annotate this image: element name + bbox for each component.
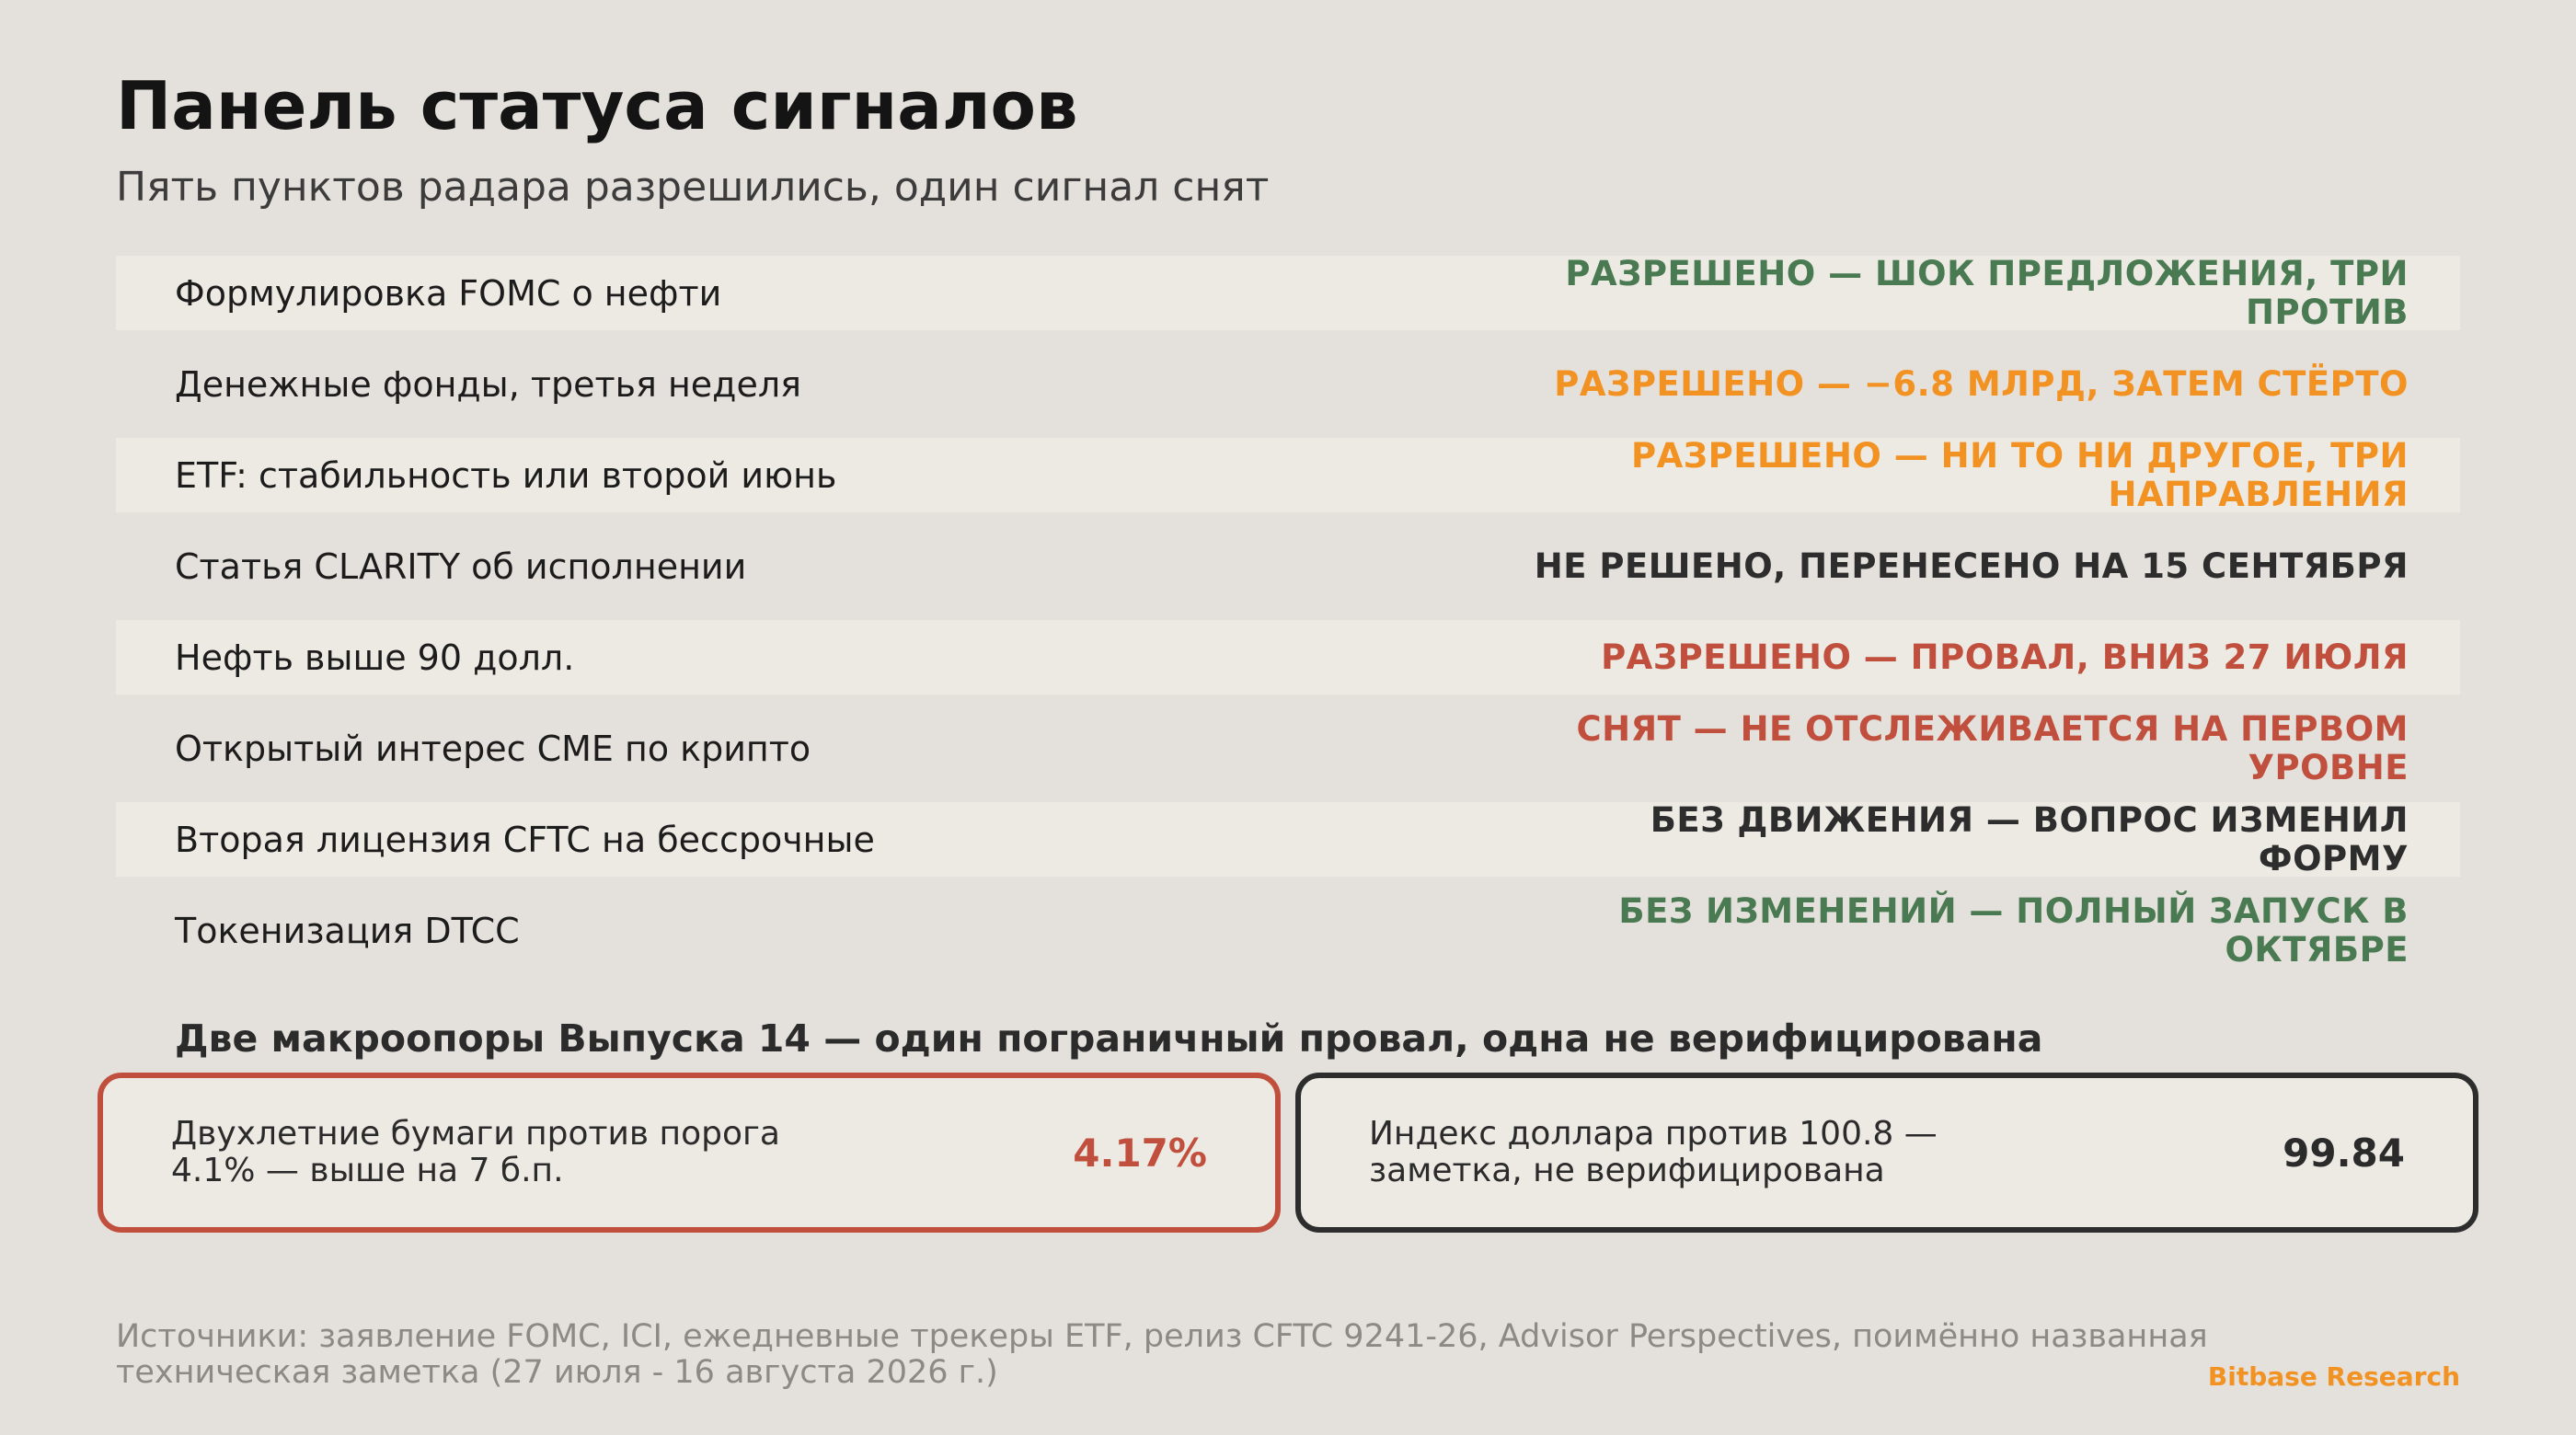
page-subtitle: Пять пунктов радара разрешились, один си… [116, 164, 1270, 211]
row-label: Денежные фонды, третья неделя [175, 363, 801, 405]
pillar-card-value: 4.17% [1073, 1130, 1207, 1176]
row-label: ETF: стабильность или второй июнь [175, 454, 837, 496]
pillar-card-two-year: Двухлетние бумаги против порога 4.1% — в… [98, 1073, 1281, 1233]
pillar-card-dollar-index: Индекс доллара против 100.8 — заметка, н… [1295, 1073, 2478, 1233]
status-row: Открытый интерес CME по крипто СНЯТ — НЕ… [116, 695, 2460, 802]
row-status: РАЗРЕШЕНО — ПРОВАЛ, ВНИЗ 27 ИЮЛЯ [1601, 637, 2409, 677]
pillar-card-label: Двухлетние бумаги против порога 4.1% — в… [171, 1115, 780, 1189]
row-status: СНЯТ — НЕ ОТСЛЕЖИВАЕТСЯ НА ПЕРВОМ УРОВНЕ [1576, 708, 2409, 787]
pillar-card-label: Индекс доллара против 100.8 — заметка, н… [1369, 1115, 1938, 1189]
sources-footnote: Источники: заявление FOMC, ICI, ежедневн… [116, 1318, 2208, 1391]
row-label: Открытый интерес CME по крипто [175, 728, 811, 769]
row-status: БЕЗ ДВИЖЕНИЯ — ВОПРОС ИЗМЕНИЛ ФОРМУ [1650, 802, 2409, 877]
row-status: НЕ РЕШЕНО, ПЕРЕНЕСЕНО НА 15 СЕНТЯБРЯ [1534, 545, 2409, 586]
row-label: Токенизация DTCC [175, 910, 520, 951]
status-row: Нефть выше 90 долл. РАЗРЕШЕНО — ПРОВАЛ, … [116, 620, 2460, 695]
brand-logo: Bitbase Research [2207, 1361, 2460, 1392]
status-row: Статья CLARITY об исполнении НЕ РЕШЕНО, … [116, 512, 2460, 620]
row-status: РАЗРЕШЕНО — НИ ТО НИ ДРУГОЕ, ТРИ НАПРАВЛ… [1631, 438, 2409, 512]
row-label: Вторая лицензия CFTC на бессрочные [175, 819, 875, 860]
signal-status-table: Формулировка FOMC о нефти РАЗРЕШЕНО — ШО… [116, 256, 2460, 984]
status-row: ETF: стабильность или второй июнь РАЗРЕШ… [116, 438, 2460, 512]
status-row: Денежные фонды, третья неделя РАЗРЕШЕНО … [116, 330, 2460, 438]
status-row: Вторая лицензия CFTC на бессрочные БЕЗ Д… [116, 802, 2460, 877]
row-status: БЕЗ ИЗМЕНЕНИЙ — ПОЛНЫЙ ЗАПУСК В ОКТЯБРЕ [1618, 890, 2409, 970]
row-label: Нефть выше 90 долл. [175, 637, 575, 678]
page-title: Панель статуса сигналов [116, 67, 1078, 144]
row-label: Формулировка FOMC о нефти [175, 272, 722, 314]
status-row: Формулировка FOMC о нефти РАЗРЕШЕНО — ШО… [116, 256, 2460, 330]
row-status: РАЗРЕШЕНО — ШОК ПРЕДЛОЖЕНИЯ, ТРИ ПРОТИВ [1565, 256, 2409, 330]
row-label: Статья CLARITY об исполнении [175, 545, 747, 587]
pillar-card-value: 99.84 [2283, 1130, 2405, 1176]
row-status: РАЗРЕШЕНО — −6.8 МЛРД, ЗАТЕМ СТЁРТО [1554, 363, 2409, 404]
pillars-heading: Две макроопоры Выпуска 14 — один пограни… [175, 1016, 2043, 1061]
status-row: Токенизация DTCC БЕЗ ИЗМЕНЕНИЙ — ПОЛНЫЙ … [116, 877, 2460, 984]
